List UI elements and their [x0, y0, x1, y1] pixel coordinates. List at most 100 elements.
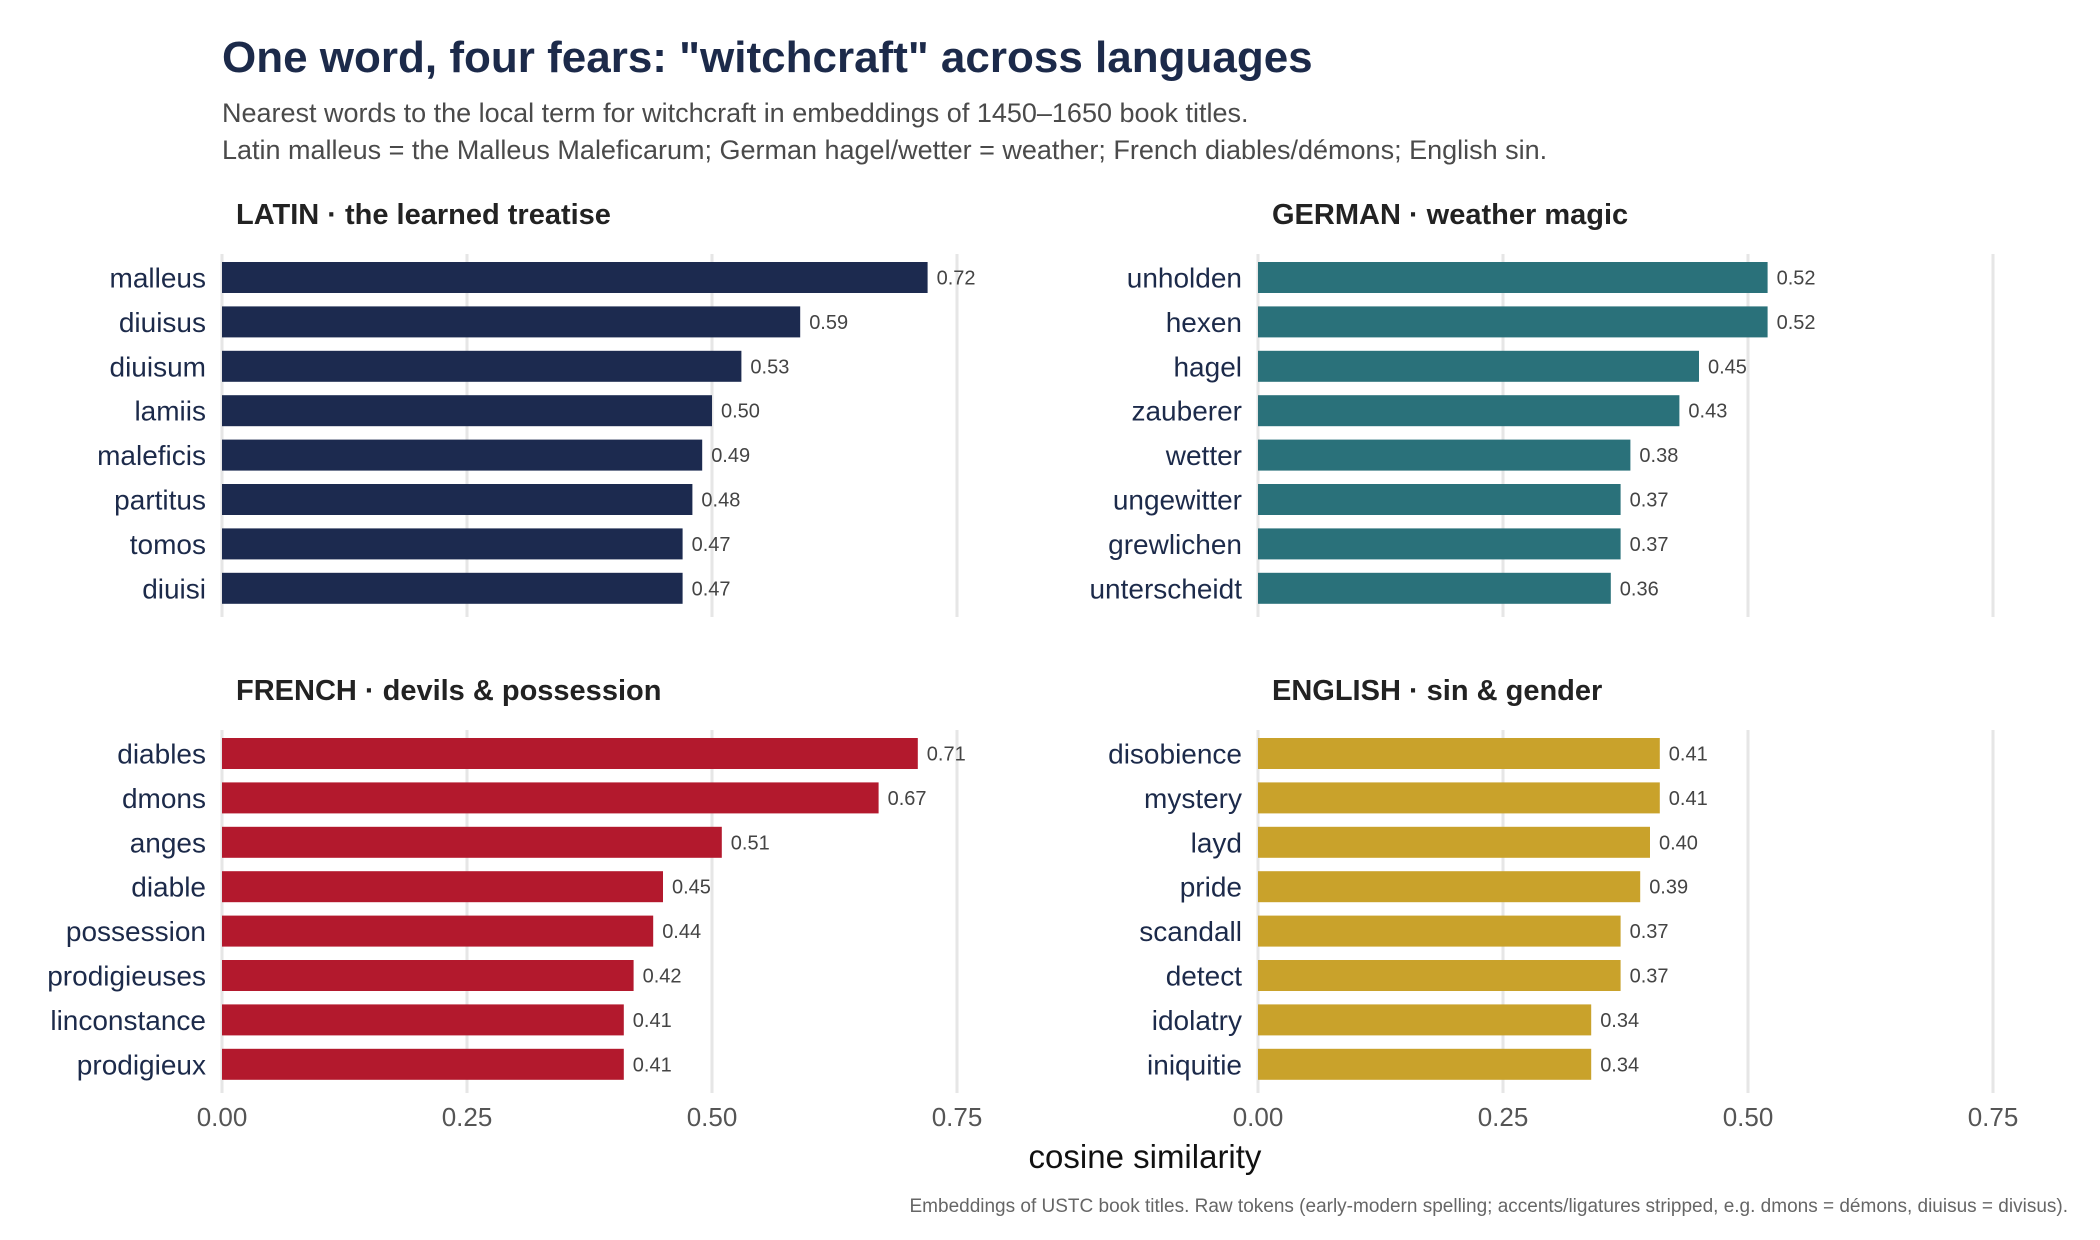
data-label: 0.43 — [1688, 401, 1727, 423]
data-label: 0.41 — [1669, 788, 1708, 810]
data-label: 0.44 — [662, 921, 701, 943]
data-label: 0.41 — [1669, 744, 1708, 766]
bar — [222, 738, 918, 769]
data-label: 0.34 — [1600, 1010, 1639, 1032]
data-label: 0.47 — [692, 578, 731, 600]
bar — [1258, 395, 1680, 427]
bar — [1258, 826, 1650, 858]
data-label: 0.42 — [643, 966, 682, 988]
category-label: idolatry — [1152, 1005, 1242, 1036]
bar — [1258, 306, 1768, 338]
data-label: 0.48 — [701, 490, 740, 512]
bar — [222, 782, 879, 814]
data-label: 0.38 — [1639, 445, 1678, 467]
data-label: 0.59 — [809, 312, 848, 334]
panel-title: LATIN · the learned treatise — [236, 199, 611, 231]
x-tick-label: 0.75 — [1968, 1102, 2019, 1132]
bar — [222, 1004, 624, 1036]
category-label: lamiis — [134, 396, 206, 427]
bar — [1258, 960, 1621, 991]
category-label: partitus — [114, 485, 206, 516]
category-label: hexen — [1166, 307, 1242, 338]
bar — [1258, 782, 1660, 814]
bar — [1258, 572, 1611, 604]
category-label: diuisus — [119, 307, 206, 338]
category-label: diables — [117, 739, 206, 770]
bar — [222, 1048, 624, 1080]
bar — [222, 826, 722, 858]
x-tick-label: 0.50 — [1723, 1102, 1774, 1132]
category-label: zauberer — [1131, 396, 1242, 427]
bar — [222, 306, 801, 338]
bar — [1258, 484, 1621, 515]
chart-subtitle-line-2: Latin malleus = the Malleus Maleficarum;… — [222, 135, 1547, 165]
x-tick-label: 0.00 — [1233, 1102, 1284, 1132]
bar — [1258, 439, 1631, 471]
x-tick-label: 0.75 — [932, 1102, 983, 1132]
bar — [1258, 1004, 1592, 1036]
data-label: 0.72 — [937, 268, 976, 290]
data-label: 0.52 — [1777, 312, 1816, 334]
bar — [222, 395, 712, 427]
category-label: wetter — [1165, 440, 1242, 471]
chart-title: One word, four fears: "witchcraft" acros… — [222, 33, 1313, 82]
bar — [222, 439, 703, 471]
category-label: prodigieuses — [47, 961, 206, 992]
data-label: 0.41 — [633, 1054, 672, 1076]
category-label: diable — [131, 872, 206, 903]
x-tick-label: 0.25 — [442, 1102, 493, 1132]
data-label: 0.34 — [1600, 1054, 1639, 1076]
data-label: 0.37 — [1630, 966, 1669, 988]
bar — [1258, 528, 1621, 560]
bar — [222, 572, 683, 604]
data-label: 0.71 — [927, 744, 966, 766]
data-label: 0.51 — [731, 832, 770, 854]
category-label: prodigieux — [77, 1049, 206, 1080]
data-label: 0.37 — [1630, 534, 1669, 556]
bar — [222, 262, 928, 293]
bar — [1258, 915, 1621, 947]
category-label: grewlichen — [1108, 529, 1242, 560]
data-label: 0.53 — [750, 356, 789, 378]
panel-title: GERMAN · weather magic — [1272, 199, 1628, 231]
category-label: maleficis — [97, 440, 206, 471]
category-label: scandall — [1139, 916, 1242, 947]
x-tick-label: 0.50 — [687, 1102, 738, 1132]
bar — [222, 871, 663, 903]
category-label: possession — [66, 916, 206, 947]
data-label: 0.37 — [1630, 490, 1669, 512]
data-label: 0.67 — [888, 788, 927, 810]
category-label: malleus — [110, 263, 206, 294]
data-label: 0.36 — [1620, 578, 1659, 600]
bar — [1258, 350, 1699, 382]
category-label: anges — [130, 827, 206, 858]
category-label: hagel — [1173, 351, 1242, 382]
category-label: unterscheidt — [1089, 573, 1242, 604]
data-label: 0.39 — [1649, 877, 1688, 899]
panel-title: FRENCH · devils & possession — [236, 675, 661, 707]
x-tick-label: 0.00 — [197, 1102, 248, 1132]
data-label: 0.52 — [1777, 268, 1816, 290]
category-label: dmons — [122, 783, 206, 814]
x-tick-label: 0.25 — [1478, 1102, 1529, 1132]
chart-caption: Embeddings of USTC book titles. Raw toke… — [910, 1196, 2069, 1217]
data-label: 0.45 — [672, 877, 711, 899]
bar — [222, 915, 654, 947]
bar — [1258, 1048, 1592, 1080]
x-axis-title: cosine similarity — [1029, 1138, 1262, 1175]
bar — [222, 350, 742, 382]
data-label: 0.50 — [721, 401, 760, 423]
category-label: diuisi — [142, 573, 206, 604]
category-label: diuisum — [110, 351, 206, 382]
category-label: iniquitie — [1147, 1049, 1242, 1080]
category-label: mystery — [1144, 783, 1242, 814]
data-label: 0.45 — [1708, 356, 1747, 378]
chart-panels: LATIN · the learned treatise malleus 0.72 d… — [47, 199, 2018, 1132]
data-label: 0.47 — [692, 534, 731, 556]
category-label: disobience — [1108, 739, 1242, 770]
data-label: 0.49 — [711, 445, 750, 467]
category-label: detect — [1166, 961, 1242, 992]
bar — [1258, 871, 1641, 903]
